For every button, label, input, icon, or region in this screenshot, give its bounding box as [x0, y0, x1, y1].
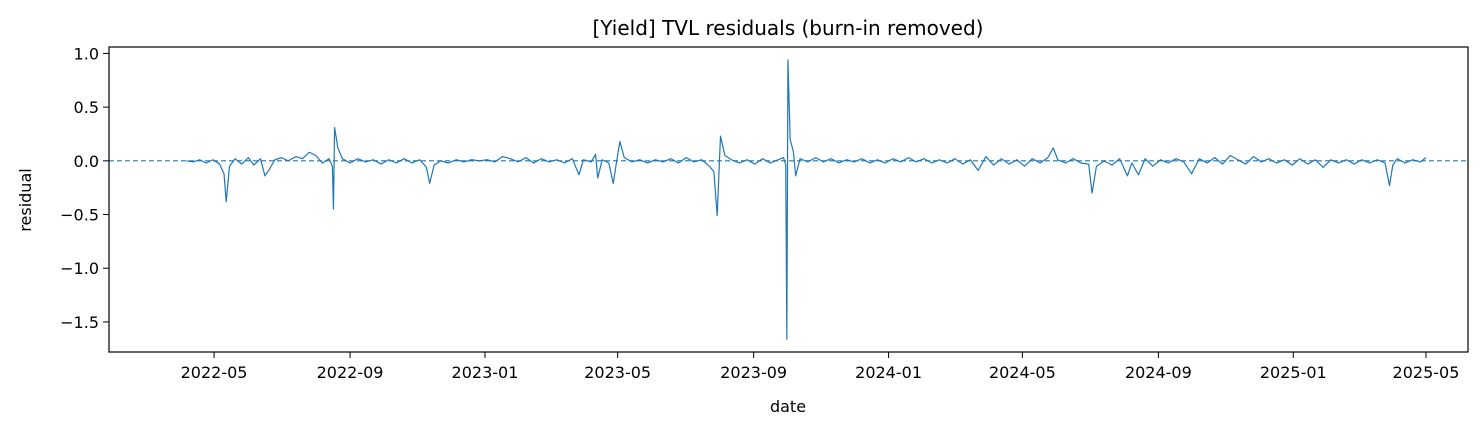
x-tick-label: 2022-09	[317, 363, 384, 382]
x-tick-label: 2025-01	[1260, 363, 1327, 382]
y-axis-label: residual	[16, 168, 35, 231]
y-tick-label: 0.5	[74, 98, 99, 117]
x-tick-label: 2022-05	[181, 363, 248, 382]
y-tick-label: −1.5	[60, 313, 99, 332]
y-tick-label: −1.0	[60, 259, 99, 278]
x-tick-label: 2023-01	[452, 363, 519, 382]
x-tick-label: 2023-05	[584, 363, 651, 382]
chart-title: [Yield] TVL residuals (burn-in removed)	[593, 16, 984, 40]
residual-series-line	[186, 59, 1427, 340]
x-tick-label: 2024-09	[1125, 363, 1192, 382]
x-tick-label: 2023-09	[720, 363, 787, 382]
x-tick-label: 2024-05	[989, 363, 1056, 382]
x-tick-label: 2024-01	[855, 363, 922, 382]
y-tick-label: 0.0	[74, 152, 99, 171]
x-axis-label: date	[770, 397, 806, 416]
y-tick-label: 1.0	[74, 44, 99, 63]
y-tick-label: −0.5	[60, 206, 99, 225]
ticks-layer: 2022-05 2022-09 2023-01 2023-05 2023-09 2024-…	[60, 44, 1459, 382]
plot-frame	[108, 46, 1469, 353]
x-tick-label: 2025-05	[1393, 363, 1460, 382]
series-layer	[109, 59, 1468, 340]
